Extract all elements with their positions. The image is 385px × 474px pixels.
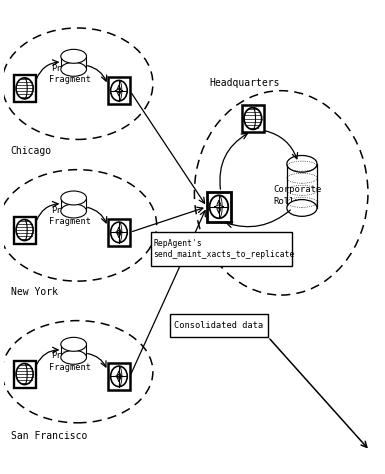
Bar bbox=[108, 219, 130, 246]
Text: San Francisco: San Francisco bbox=[11, 431, 87, 441]
Ellipse shape bbox=[287, 155, 317, 172]
Circle shape bbox=[110, 366, 127, 387]
Circle shape bbox=[16, 219, 33, 240]
Text: Headquarters: Headquarters bbox=[209, 78, 280, 88]
Text: Primary
Fragment: Primary Fragment bbox=[49, 64, 91, 84]
Circle shape bbox=[110, 81, 127, 101]
Bar bbox=[151, 232, 293, 266]
Text: Primary
Fragment: Primary Fragment bbox=[49, 206, 91, 226]
Ellipse shape bbox=[61, 337, 87, 351]
Circle shape bbox=[16, 364, 33, 384]
Ellipse shape bbox=[61, 191, 87, 205]
Bar bbox=[108, 363, 130, 390]
Text: RepAgent's
send_maint_xacts_to_replicate: RepAgent's send_maint_xacts_to_replicate bbox=[153, 239, 295, 259]
Bar bbox=[287, 164, 317, 208]
Text: Corporate
Rollup: Corporate Rollup bbox=[274, 185, 322, 206]
Ellipse shape bbox=[61, 49, 87, 63]
Bar bbox=[13, 217, 35, 244]
Circle shape bbox=[16, 78, 33, 99]
Text: New York: New York bbox=[11, 287, 58, 297]
Ellipse shape bbox=[287, 200, 317, 216]
Bar bbox=[241, 105, 264, 133]
Text: Primary
Fragment: Primary Fragment bbox=[49, 351, 91, 372]
Ellipse shape bbox=[61, 350, 87, 365]
Bar bbox=[207, 191, 231, 222]
Ellipse shape bbox=[61, 63, 87, 76]
Ellipse shape bbox=[61, 204, 87, 218]
Bar bbox=[61, 198, 87, 211]
Bar bbox=[13, 75, 35, 102]
Bar bbox=[61, 344, 87, 357]
Circle shape bbox=[110, 222, 127, 243]
Bar bbox=[13, 361, 35, 388]
Bar bbox=[61, 56, 87, 69]
Bar bbox=[170, 314, 268, 337]
Text: Consolidated data: Consolidated data bbox=[174, 321, 264, 330]
Bar bbox=[108, 77, 130, 104]
Text: Chicago: Chicago bbox=[11, 146, 52, 156]
Circle shape bbox=[244, 108, 262, 129]
Circle shape bbox=[209, 195, 228, 219]
